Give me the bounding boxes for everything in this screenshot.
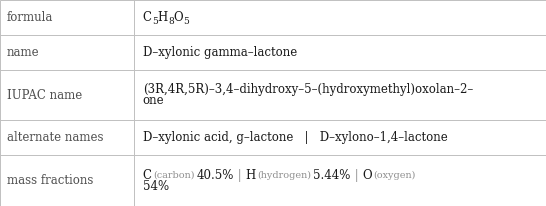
- Text: O: O: [174, 11, 183, 24]
- Text: H: H: [246, 169, 256, 182]
- Text: 40.5%: 40.5%: [197, 169, 234, 182]
- Text: (3R,4R,5R)–3,4–dihydroxy–5–(hydroxymethyl)oxolan–2–: (3R,4R,5R)–3,4–dihydroxy–5–(hydroxymethy…: [143, 83, 473, 96]
- Text: |: |: [351, 169, 362, 182]
- Text: IUPAC name: IUPAC name: [7, 89, 82, 102]
- Text: H: H: [158, 11, 168, 24]
- Text: alternate names: alternate names: [7, 131, 104, 144]
- Text: C: C: [143, 11, 152, 24]
- Text: C: C: [143, 169, 152, 182]
- Text: one: one: [143, 94, 164, 107]
- Text: 5.44%: 5.44%: [313, 169, 351, 182]
- Text: (carbon): (carbon): [153, 171, 195, 180]
- Text: 54%: 54%: [143, 180, 169, 193]
- Text: |: |: [234, 169, 246, 182]
- Text: 8: 8: [168, 17, 174, 26]
- Text: formula: formula: [7, 11, 54, 24]
- Text: D–xylonic acid, g–lactone   |   D–xylono–1,4–lactone: D–xylonic acid, g–lactone | D–xylono–1,4…: [143, 131, 448, 144]
- Text: 5: 5: [152, 17, 158, 26]
- Text: O: O: [362, 169, 372, 182]
- Text: 5: 5: [183, 17, 189, 26]
- Text: (oxygen): (oxygen): [373, 171, 416, 180]
- Text: mass fractions: mass fractions: [7, 174, 93, 187]
- Text: (hydrogen): (hydrogen): [257, 171, 311, 180]
- Text: name: name: [7, 46, 40, 59]
- Text: D–xylonic gamma–lactone: D–xylonic gamma–lactone: [143, 46, 297, 59]
